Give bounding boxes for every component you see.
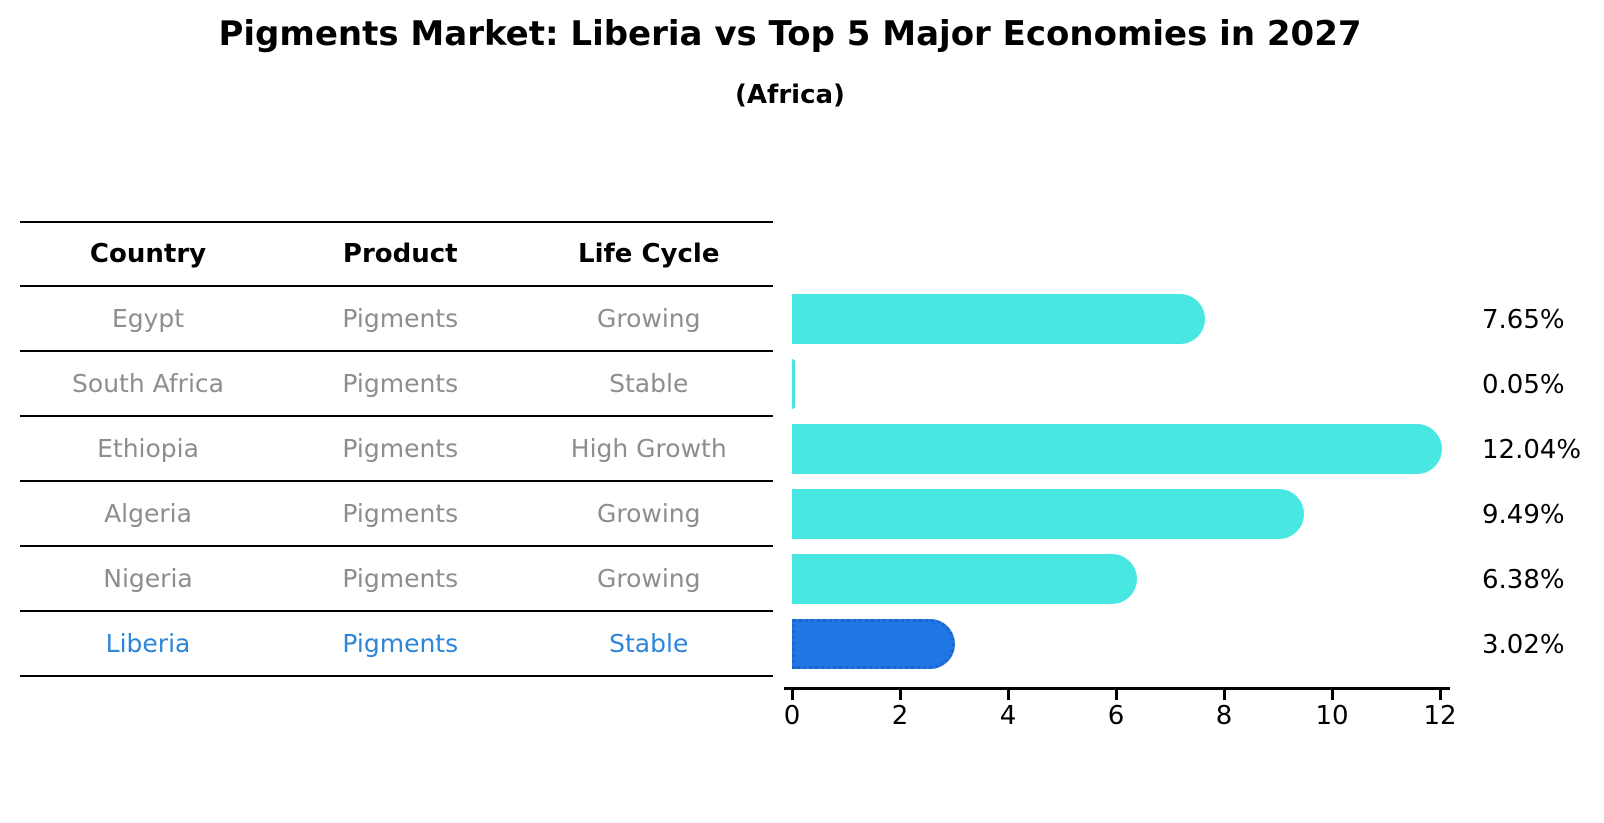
bar-row xyxy=(792,352,1472,417)
x-axis-line xyxy=(784,687,1450,690)
x-axis-tick xyxy=(791,690,794,700)
value-label: 3.02% xyxy=(1482,629,1565,660)
country-cell: Ethiopia xyxy=(97,434,199,463)
x-tick-label: 0 xyxy=(783,701,801,731)
bar-nigeria xyxy=(792,554,1137,604)
product-cell: Pigments xyxy=(342,564,459,593)
product-cell: Pigments xyxy=(342,304,459,333)
bar-row xyxy=(792,482,1472,547)
value-label: 6.38% xyxy=(1482,564,1565,595)
column-header-country: Country xyxy=(89,239,207,269)
life-cycle-cell: High Growth xyxy=(570,434,727,463)
product-cell: Pigments xyxy=(342,629,459,658)
column-header-life-cycle: Life Cycle xyxy=(578,239,720,269)
column-header-product: Product xyxy=(342,239,458,269)
country-cell: Egypt xyxy=(111,304,185,333)
country-cell: South Africa xyxy=(72,369,224,398)
bar-row xyxy=(792,417,1472,482)
product-cell: Pigments xyxy=(342,434,459,463)
x-tick-label: 6 xyxy=(1107,701,1125,731)
bar-south-africa xyxy=(792,359,795,409)
life-cycle-cell: Growing xyxy=(596,304,701,333)
table-row: Egypt Pigments Growing xyxy=(20,287,773,352)
table-header-row: Country Product Life Cycle xyxy=(20,223,773,287)
chart-title: Pigments Market: Liberia vs Top 5 Major … xyxy=(218,14,1362,54)
table-row: Nigeria Pigments Growing xyxy=(20,547,773,612)
country-table: Country Product Life Cycle Egypt Pigment… xyxy=(20,221,773,677)
bar-ethiopia xyxy=(792,424,1443,474)
x-tick-label: 4 xyxy=(999,701,1017,731)
table-row: Algeria Pigments Growing xyxy=(20,482,773,547)
x-axis-tick xyxy=(1115,690,1118,700)
table-row: South Africa Pigments Stable xyxy=(20,352,773,417)
value-label: 0.05% xyxy=(1482,369,1565,400)
x-tick-label: 8 xyxy=(1215,701,1233,731)
value-label: 9.49% xyxy=(1482,499,1565,530)
value-label-column: 7.65% 0.05% 12.04% 9.49% 6.38% 3.02% xyxy=(1482,287,1602,677)
life-cycle-cell: Growing xyxy=(596,564,701,593)
x-axis-tick xyxy=(1223,690,1226,700)
bar-egypt xyxy=(792,294,1206,344)
bar-liberia xyxy=(792,619,956,669)
bar-row xyxy=(792,612,1472,677)
value-label: 7.65% xyxy=(1482,304,1565,335)
x-tick-label: 10 xyxy=(1315,701,1349,731)
bar-algeria xyxy=(792,489,1305,539)
bar-row xyxy=(792,287,1472,352)
x-axis-tick xyxy=(1331,690,1334,700)
product-cell: Pigments xyxy=(342,369,459,398)
life-cycle-cell: Growing xyxy=(596,499,701,528)
country-cell: Algeria xyxy=(104,499,192,528)
life-cycle-cell: Stable xyxy=(609,629,689,658)
x-axis-tick xyxy=(1007,690,1010,700)
x-tick-label: 12 xyxy=(1423,701,1457,731)
bar-plot xyxy=(792,287,1472,677)
value-label: 12.04% xyxy=(1482,434,1582,465)
x-axis-tick xyxy=(1439,690,1442,700)
bar-row xyxy=(792,547,1472,612)
chart-subtitle: (Africa) xyxy=(735,80,845,110)
life-cycle-cell: Stable xyxy=(609,369,689,398)
x-tick-label: 2 xyxy=(891,701,909,731)
country-cell: Liberia xyxy=(105,629,191,658)
product-cell: Pigments xyxy=(342,499,459,528)
x-axis-tick xyxy=(899,690,902,700)
table-row: Ethiopia Pigments High Growth xyxy=(20,417,773,482)
country-cell: Nigeria xyxy=(103,564,193,593)
table-row-liberia: Liberia Pigments Stable xyxy=(20,612,773,677)
